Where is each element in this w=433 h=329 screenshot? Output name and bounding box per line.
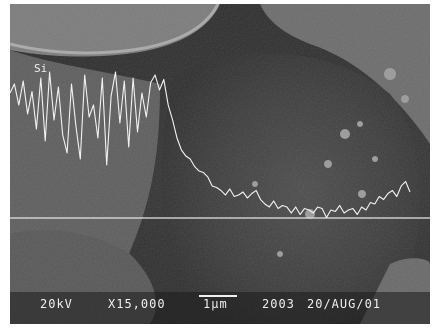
image-code: 2003: [262, 297, 295, 311]
scale-bar: [199, 295, 237, 297]
micrograph-image: [10, 4, 430, 324]
line-scan-trace: [10, 71, 411, 219]
micrograph-frame: Si 20kV X15,000 1μm 2003 20/AUG/01: [10, 4, 430, 324]
acquisition-date: 20/AUG/01: [307, 297, 382, 311]
element-label: Si: [34, 62, 48, 75]
info-bar: 20kV X15,000 1μm 2003 20/AUG/01: [10, 295, 430, 317]
magnification: X15,000: [108, 297, 166, 311]
scale-bar-label: 1μm: [203, 297, 228, 311]
accelerating-voltage: 20kV: [40, 297, 73, 311]
